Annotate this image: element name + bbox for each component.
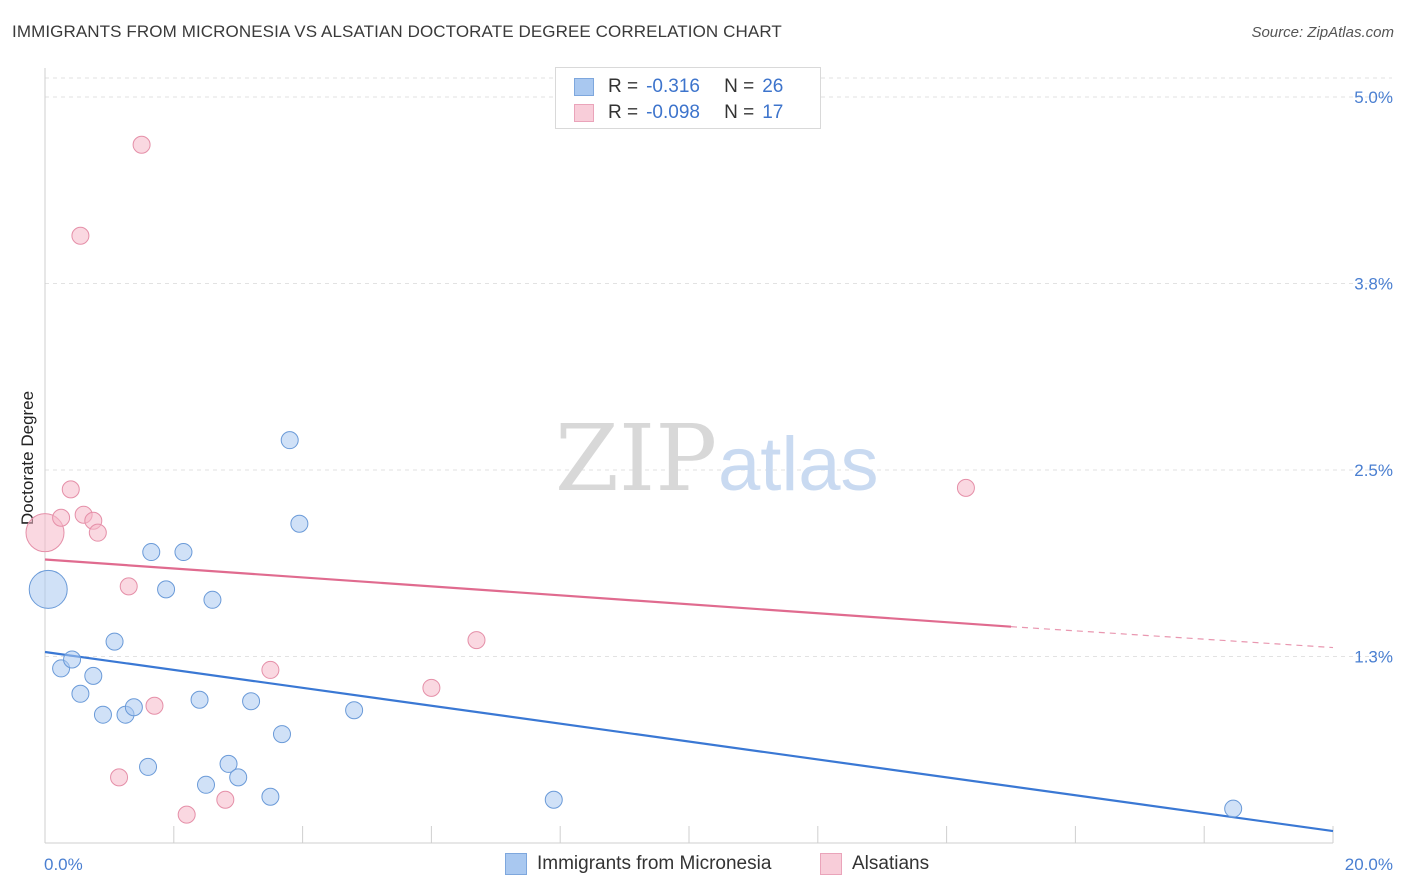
- alsatians-point: [71, 226, 90, 245]
- micronesia-point: [142, 543, 161, 562]
- y-tick-label: 1.3%: [1354, 648, 1393, 667]
- micronesia-point: [242, 692, 261, 711]
- micronesia-point: [139, 757, 158, 776]
- micronesia-point: [272, 725, 291, 744]
- x-tick-label-max: 20.0%: [1345, 855, 1393, 874]
- bottom-legend-swatch-alsatians: [820, 853, 842, 875]
- legend-n-value: 26: [762, 76, 784, 97]
- bottom-legend-micronesia: Immigrants from Micronesia: [505, 852, 771, 876]
- legend-n-label: N =: [724, 102, 755, 123]
- y-tick-label: 2.5%: [1354, 461, 1393, 480]
- legend-r-label: R =: [608, 76, 639, 97]
- micronesia-point: [544, 790, 563, 809]
- alsatians-point: [216, 790, 235, 809]
- micronesia-point: [290, 514, 309, 533]
- micronesia-point: [1224, 799, 1243, 818]
- alsatians-point: [132, 135, 151, 154]
- legend: R = -0.316 N = 26 R = -0.098 N = 17: [555, 67, 821, 129]
- bottom-legend-alsatians: Alsatians: [820, 852, 929, 876]
- micronesia-point: [261, 787, 280, 806]
- alsatians-point: [261, 660, 280, 679]
- alsatians-point: [177, 805, 196, 824]
- micronesia-point: [63, 650, 82, 669]
- y-tick-label: 3.8%: [1354, 275, 1393, 294]
- micronesia-point: [203, 590, 222, 609]
- axes: [44, 68, 1334, 844]
- source-label: Source: ZipAtlas.com: [1251, 24, 1394, 41]
- alsatians-point: [467, 631, 486, 650]
- legend-r-value: -0.098: [646, 102, 700, 123]
- legend-swatch-micronesia: [574, 78, 594, 96]
- micronesia-point: [174, 543, 193, 562]
- bottom-legend-label-micronesia: Immigrants from Micronesia: [537, 853, 772, 874]
- gridlines: [45, 77, 1392, 657]
- alsatians-point: [110, 768, 129, 787]
- chart-title: IMMIGRANTS FROM MICRONESIA VS ALSATIAN D…: [12, 22, 782, 41]
- alsatians-trend-extension: [1010, 626, 1334, 649]
- alsatians-point: [88, 523, 107, 542]
- legend-row-alsatians: R = -0.098 N = 17: [574, 101, 783, 125]
- y-axis-title: Doctorate Degree: [18, 391, 37, 525]
- micronesia-point: [124, 698, 143, 717]
- alsatians-point: [956, 478, 975, 497]
- micronesia-point: [197, 775, 215, 794]
- alsatians-trend-line: [44, 558, 1012, 628]
- legend-r-value: -0.316: [646, 76, 700, 97]
- micronesia-point: [345, 701, 364, 720]
- y-tick-labels: 5.0% 3.8% 2.5% 1.3%: [1354, 88, 1393, 667]
- micronesia-trend-line: [44, 650, 1334, 833]
- micronesia-point: [28, 569, 68, 609]
- watermark-zip: ZIP: [555, 405, 717, 512]
- x-tick-label-min: 0.0%: [44, 855, 83, 874]
- micronesia-point: [280, 431, 299, 450]
- micronesia-point: [93, 705, 112, 724]
- alsatians-point: [52, 508, 71, 527]
- alsatians-point: [145, 696, 164, 715]
- legend-n-value: 17: [762, 102, 784, 123]
- micronesia-point: [84, 666, 103, 685]
- y-tick-label: 5.0%: [1354, 88, 1393, 107]
- alsatians-point: [61, 480, 80, 499]
- data-points: [25, 135, 1243, 824]
- micronesia-point: [190, 690, 209, 709]
- watermark-atlas: atlas: [718, 422, 879, 507]
- trend-lines: [44, 558, 1334, 833]
- bottom-legend-label-alsatians: Alsatians: [852, 853, 930, 874]
- x-tick-labels: 0.0% 20.0%: [44, 855, 1393, 874]
- micronesia-point: [105, 632, 124, 651]
- alsatians-point: [422, 678, 441, 697]
- legend-n-label: N =: [724, 76, 755, 97]
- micronesia-point: [157, 580, 176, 599]
- micronesia-point: [229, 768, 248, 787]
- alsatians-point: [119, 577, 138, 596]
- bottom-legend-swatch-micronesia: [505, 853, 527, 875]
- legend-row-micronesia: R = -0.316 N = 26: [574, 75, 783, 99]
- legend-r-label: R =: [608, 102, 639, 123]
- watermark: ZIP atlas: [555, 405, 879, 512]
- micronesia-point: [71, 684, 90, 703]
- legend-swatch-alsatians: [574, 104, 594, 122]
- micronesia-point: [219, 754, 238, 773]
